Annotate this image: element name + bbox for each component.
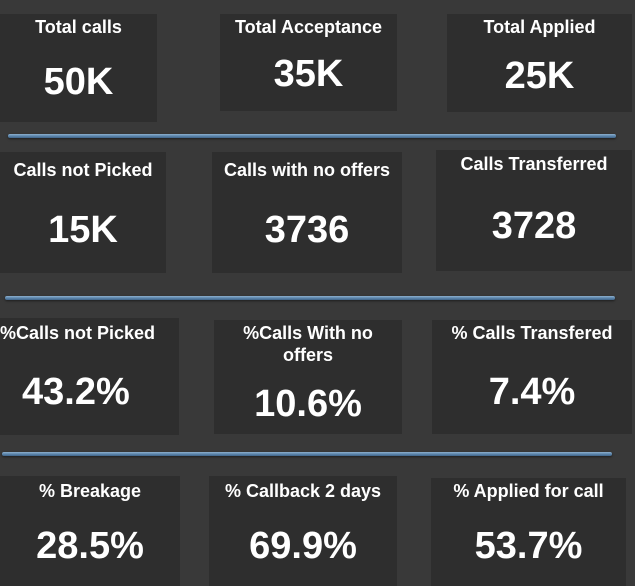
kpi-value: 25K [504,55,575,97]
kpi-card-calls-no-offers[interactable]: Calls with no offers 3736 [212,152,402,273]
kpi-value: 3728 [491,205,577,247]
kpi-card-calls-not-picked[interactable]: Calls not Picked 15K [0,152,166,273]
kpi-card-pct-calls-no-offers[interactable]: %Calls With no offers 10.6% [214,320,402,434]
kpi-value: 43.2% [22,371,130,413]
section-divider [5,296,615,300]
kpi-title: Total Acceptance [234,17,383,37]
kpi-value: 3736 [264,209,350,251]
kpi-title: Total calls [35,17,122,37]
kpi-title: % Breakage [38,481,142,501]
kpi-value: 53.7% [474,525,583,567]
kpi-value: 15K [48,209,118,251]
kpi-title: %Calls not Picked [0,323,156,343]
kpi-title: % Applied for call [453,481,604,501]
kpi-title: %Calls With no offers [243,323,373,365]
kpi-value: 7.4% [488,371,576,413]
kpi-card-total-acceptance[interactable]: Total Acceptance 35K [220,14,397,111]
kpi-card-pct-calls-transfered[interactable]: % Calls Transfered 7.4% [432,320,632,434]
kpi-card-total-calls[interactable]: Total calls 50K [0,14,157,122]
kpi-card-pct-applied-for-call[interactable]: % Applied for call 53.7% [431,478,626,586]
kpi-title: Total Applied [483,17,596,37]
kpi-card-total-applied[interactable]: Total Applied 25K [447,14,632,112]
kpi-title: % Callback 2 days [224,481,382,501]
kpi-card-calls-transferred[interactable]: Calls Transferred 3728 [436,150,632,271]
kpi-value: 69.9% [249,525,357,567]
kpi-title: Calls with no offers [223,160,391,180]
kpi-value: 10.6% [254,383,362,425]
kpi-value: 35K [273,53,344,95]
kpi-card-pct-breakage[interactable]: % Breakage 28.5% [0,476,180,586]
kpi-value: 50K [43,61,114,103]
kpi-title: Calls Transferred [460,154,608,174]
kpi-title: Calls not Picked [13,160,153,180]
section-divider [2,452,612,456]
kpi-card-pct-calls-not-picked[interactable]: %Calls not Picked 43.2% [0,318,179,435]
kpi-title: % Calls Transfered [451,323,613,343]
kpi-card-pct-callback-2-days[interactable]: % Callback 2 days 69.9% [209,476,397,586]
kpi-value: 28.5% [36,525,144,567]
section-divider [8,134,616,138]
